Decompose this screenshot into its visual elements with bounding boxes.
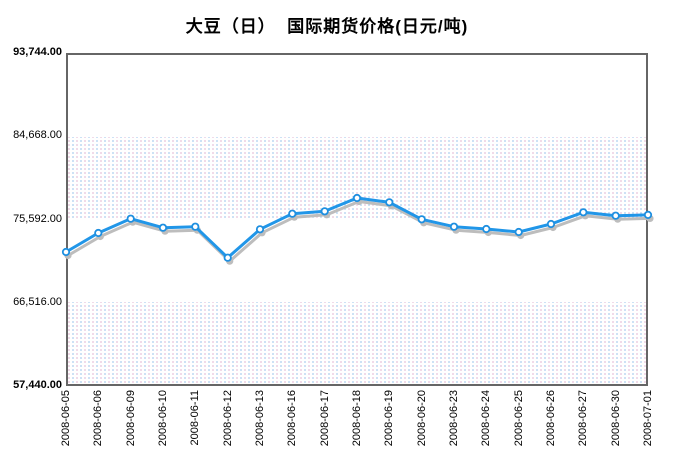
data-point-marker — [449, 222, 459, 231]
x-axis-date-label: 2008-06-16 — [286, 390, 299, 447]
data-point-marker — [352, 193, 362, 203]
data-point-marker — [126, 214, 135, 223]
plot-band-dotted — [68, 301, 646, 384]
plot-band-dotted — [68, 137, 646, 220]
x-axis-date-label: 2008-06-10 — [157, 390, 169, 447]
x-axis-date-label: 2008-07-01 — [642, 390, 654, 447]
x-axis-date-label: 2008-06-06 — [92, 390, 105, 447]
data-point-marker — [191, 222, 200, 231]
x-axis-date-label: 2008-06-12 — [221, 390, 234, 447]
price-line-layer — [61, 193, 654, 265]
data-point-marker — [482, 224, 491, 234]
y-axis-tick-label: 84,668.00 — [13, 129, 62, 142]
x-axis-date-label: 2008-06-20 — [415, 390, 428, 447]
y-axis-tick-label: 93,744.00 — [13, 46, 62, 58]
data-point-marker — [643, 210, 653, 219]
price-line-shadow — [64, 197, 654, 265]
y-axis-tick-label: 66,516.00 — [13, 295, 62, 308]
data-point-marker — [385, 198, 394, 207]
data-point-marker — [61, 247, 71, 257]
x-axis-date-label: 2008-06-18 — [351, 390, 363, 447]
data-point-marker — [288, 209, 297, 218]
x-axis-date-label: 2008-06-23 — [448, 390, 460, 447]
data-point-marker — [158, 223, 168, 232]
x-axis-date-label: 2008-06-13 — [254, 390, 266, 447]
data-point-marker — [255, 225, 265, 234]
chart-title: 大豆（日） 国际期货价格(日元/吨) — [185, 17, 469, 36]
x-axis-date-label: 2008-06-11 — [189, 390, 202, 446]
x-axis-date-label: 2008-06-25 — [512, 390, 525, 447]
data-point-marker — [223, 253, 232, 262]
data-point-marker — [546, 219, 556, 229]
data-point-marker — [611, 211, 620, 220]
data-point-marker — [514, 227, 523, 237]
x-axis-date-label: 2008-06-24 — [480, 390, 493, 447]
data-point-marker — [94, 228, 103, 238]
data-point-marker — [417, 215, 426, 224]
x-axis-date-label: 2008-06-30 — [609, 390, 622, 447]
data-point-marker — [320, 207, 329, 216]
x-axis-date-label: 2008-06-17 — [318, 390, 331, 447]
x-axis-date-label: 2008-06-09 — [124, 390, 137, 447]
x-axis-date-label: 2008-06-26 — [545, 390, 557, 447]
y-axis-tick-label: 75,592.00 — [13, 212, 62, 225]
x-axis-date-label: 2008-06-05 — [60, 390, 72, 447]
x-axis-date-label: 2008-06-27 — [577, 390, 590, 447]
x-axis-date-label: 2008-06-19 — [383, 390, 396, 447]
plot-area — [66, 53, 648, 386]
data-point-marker — [579, 208, 588, 217]
y-axis-tick-label: 57,440.00 — [13, 379, 62, 391]
